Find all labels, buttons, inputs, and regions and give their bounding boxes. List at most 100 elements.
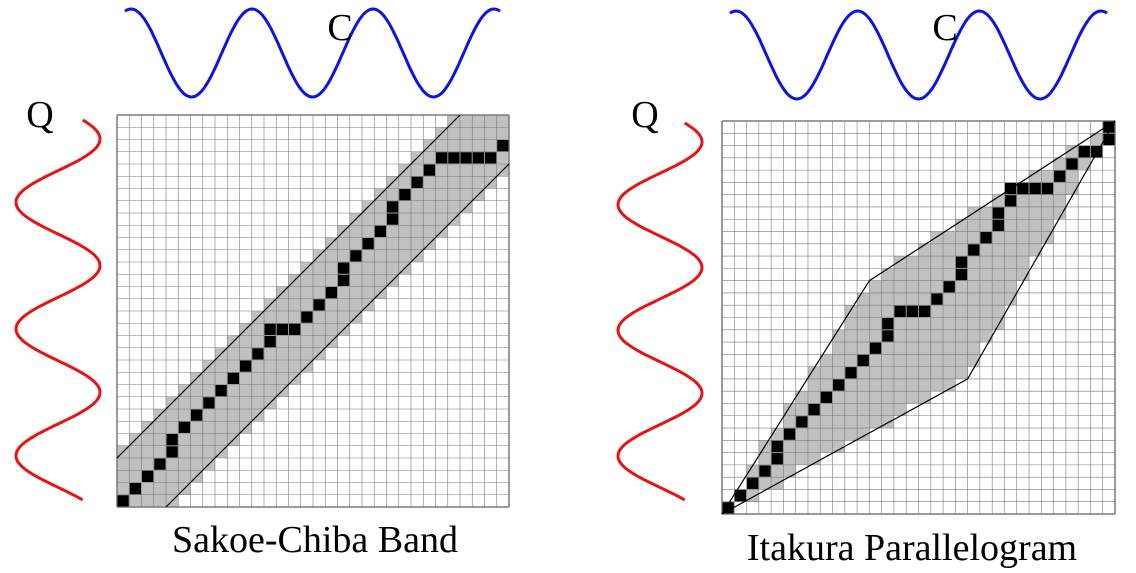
constraint-cell [930, 268, 944, 281]
constraint-cell [930, 329, 944, 343]
constraint-cell [857, 415, 870, 429]
constraint-cell [239, 396, 252, 409]
constraint-cell [349, 237, 362, 250]
constraint-cell [496, 115, 509, 128]
warping-path-cell [154, 458, 166, 470]
constraint-cell [795, 452, 808, 465]
warping-path-cell [771, 453, 783, 465]
constraint-cell [955, 317, 968, 330]
constraint-cell [349, 298, 362, 311]
constraint-cell [447, 176, 460, 189]
constraint-cell [337, 249, 350, 262]
constraint-cell [411, 237, 424, 250]
constraint-cell [992, 280, 1005, 293]
constraint-cell [1004, 268, 1017, 281]
warping-path-cell [448, 152, 460, 164]
constraint-cell [313, 311, 326, 324]
constraint-cell [857, 342, 870, 355]
constraint-cell [1029, 170, 1042, 183]
constraint-cell [992, 305, 1005, 318]
constraint-cell [844, 403, 858, 416]
panel-caption-sakoe-chiba: Sakoe-Chiba Band [172, 519, 458, 561]
constraint-cell [325, 249, 338, 262]
constraint-cell [300, 274, 313, 287]
constraint-cell [955, 243, 968, 257]
warping-path-cell [203, 397, 215, 409]
constraint-cell [918, 366, 931, 379]
constraint-cell [943, 231, 956, 244]
constraint-cell [869, 391, 882, 404]
constraint-cell [857, 292, 870, 306]
constraint-cell [215, 421, 228, 434]
constraint-cell [349, 274, 362, 287]
constraint-cell [918, 243, 931, 257]
constraint-cell [832, 329, 845, 343]
constraint-cell [423, 151, 436, 164]
time-series-q-curve [14, 118, 102, 502]
constraint-cell [178, 470, 191, 483]
constraint-cell [178, 396, 191, 409]
constraint-cell [251, 396, 264, 409]
constraint-cell [992, 194, 1005, 207]
constraint-cell [869, 378, 882, 392]
constraint-cell [337, 237, 350, 250]
constraint-cell [313, 274, 326, 287]
warping-path-cell [497, 140, 509, 152]
warping-path-cell [117, 495, 129, 507]
constraint-cell [1041, 170, 1054, 183]
constraint-cell [930, 256, 944, 269]
constraint-cell [807, 415, 821, 429]
constraint-cell [869, 317, 882, 330]
time-series-c-curve [124, 7, 501, 99]
warping-path-cell [906, 305, 918, 317]
constraint-cell [313, 323, 326, 336]
constraint-cell [472, 127, 485, 140]
constraint-cell [300, 347, 313, 360]
constraint-cell [178, 433, 191, 446]
constraint-cell [943, 342, 956, 355]
warping-path-cell [485, 152, 497, 164]
constraint-cell [276, 360, 289, 373]
constraint-cell [906, 391, 919, 404]
constraint-cell [178, 409, 191, 422]
constraint-cell [881, 280, 894, 293]
constraint-cell [832, 354, 845, 367]
constraint-cell [930, 354, 944, 367]
constraint-cell [447, 164, 460, 177]
constraint-cell [795, 391, 808, 404]
warping-path-cell [264, 336, 276, 348]
constraint-cell [857, 403, 870, 416]
series-q-label: Q [631, 94, 658, 136]
constraint-cell [1029, 219, 1042, 232]
constraint-cell [918, 378, 931, 392]
constraint-cell [771, 464, 784, 478]
constraint-cell [264, 372, 277, 385]
constraint-cell [893, 280, 907, 293]
constraint-cell [1004, 243, 1017, 257]
constraint-cell [398, 176, 411, 189]
constraint-cell [300, 298, 313, 311]
constraint-cell [190, 396, 203, 409]
sakoe-chiba-panel: C Q Sakoe-Chiba Band [14, 7, 510, 561]
constraint-cell [820, 440, 833, 453]
constraint-cell [979, 206, 993, 220]
constraint-cell [117, 482, 130, 495]
constraint-cell [153, 421, 166, 434]
constraint-cell [435, 164, 448, 177]
constraint-cell [1004, 219, 1017, 232]
constraint-cell [300, 323, 313, 336]
constraint-cell [349, 262, 362, 275]
constraint-cell [783, 464, 796, 478]
warping-path-cell [338, 262, 350, 274]
constraint-cell [967, 317, 980, 330]
constraint-cell [967, 280, 980, 293]
constraint-cell [906, 280, 919, 293]
constraint-cell [447, 200, 460, 213]
constraint-cell [484, 127, 497, 140]
constraint-cell [411, 225, 424, 238]
time-series-c-curve [729, 9, 1108, 101]
constraint-cell [117, 458, 130, 471]
constraint-cell [820, 378, 833, 392]
constraint-cell [930, 305, 944, 318]
constraint-cell [967, 268, 980, 281]
